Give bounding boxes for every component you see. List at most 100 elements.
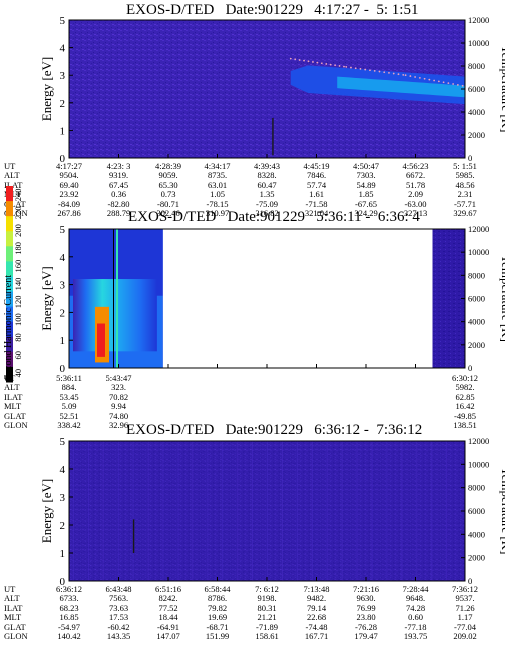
temperature-trace-point (325, 63, 328, 65)
table-cell: 8242. (158, 593, 178, 604)
temperature-trace-point (442, 81, 445, 84)
colorbar-segment (6, 216, 13, 232)
y-tick-label: 3 (60, 280, 66, 292)
table-cell: 70.82 (108, 391, 129, 402)
temperature-trace-point (320, 62, 323, 65)
panel-1-title: EXOS-D/TED Date:901229 4:17:27 - 5: 1:51 (126, 2, 419, 18)
table-cell: 71.26 (455, 602, 475, 613)
colorbar-segment (6, 201, 13, 217)
table-row: MLT 16.85 17.53 18.44 19.69 21.21 22.68 23.80 0.… (4, 612, 474, 623)
colorbar-tick-label: 180 (13, 242, 23, 255)
colorbar-segment (6, 291, 13, 308)
spectrogram-stripe (311, 441, 313, 581)
table-cell: 21.21 (257, 612, 277, 623)
table-cell: 4:34:17 (204, 161, 231, 171)
table-cell: 4:45:19 (303, 161, 330, 171)
table-cell: 16.85 (59, 612, 79, 623)
temperature-trace-point (343, 65, 345, 68)
colorbar-segment (6, 261, 13, 277)
table-cell: 323. (111, 382, 126, 393)
temperature-trace-point (378, 70, 381, 73)
spectrogram-stripe (281, 441, 283, 581)
y2-tick-label: 10000 (468, 247, 489, 257)
temperature-trace-point (316, 61, 319, 64)
table-cell: 9504. (59, 170, 79, 181)
table-cell: 147.07 (156, 630, 180, 641)
table-row: UT 4:17:27 4:23: 3 4:28:39 4:34:17 4:39:43 4:4… (4, 161, 477, 171)
y-tick-label: 1 (60, 548, 66, 560)
table-row: ALT 884. 323. 5982. (4, 382, 475, 393)
y-tick-label: 4 (60, 43, 66, 55)
table-row: ILAT 53.45 70.82 62.85 (4, 391, 475, 402)
table-cell: -84.09 (58, 198, 80, 209)
y-tick-label: 4 (60, 252, 66, 264)
temperature-trace-point (456, 84, 459, 86)
y2-tick-label: 0 (468, 153, 472, 163)
spectrogram-stripe (222, 441, 224, 581)
y2-tick-label: 6000 (468, 506, 485, 516)
y-axis-label: Energy [eV] (39, 266, 54, 330)
colorbar-tick-label: 120 (13, 295, 23, 308)
table-row-label: ALT (4, 593, 20, 604)
table-cell: 57.74 (306, 179, 327, 190)
table-cell: -71.89 (256, 621, 278, 632)
table-row-label: MLT (4, 612, 22, 623)
table-cell: 9.94 (111, 401, 126, 412)
colorbar-tick-label: 60 (13, 351, 23, 360)
table-cell: 69.40 (59, 179, 79, 190)
spectrogram-shade (69, 441, 465, 581)
table-cell: 7:28:44 (402, 584, 429, 594)
table-cell: 6672. (405, 170, 426, 181)
table-cell: -77.18 (404, 621, 427, 632)
table-cell: 179.47 (354, 630, 378, 641)
table-cell: 2.09 (408, 189, 423, 200)
y2-tick-label: 12000 (468, 224, 489, 234)
temperature-trace-point (404, 74, 407, 77)
table-cell: 9648. (405, 593, 426, 604)
table-cell: 143.35 (106, 630, 131, 641)
table-cell: 67.45 (108, 179, 129, 190)
panel-3: 0 1 2 3 4 5 0 2000 4000 6000 8000 10000 12000 Energy … (39, 436, 505, 588)
table-cell: 302.46 (156, 207, 180, 218)
temperature-trace-point (312, 61, 314, 63)
table-cell: 48.56 (455, 179, 475, 190)
y-tick-label: 2 (60, 307, 66, 319)
table-cell: 74.80 (108, 410, 129, 421)
temperature-trace-point (294, 58, 297, 61)
table-cell: 151.99 (205, 630, 230, 641)
table-row-label: ILAT (4, 179, 23, 190)
table-cell: 288.79 (106, 207, 131, 218)
temperature-trace-point (433, 79, 436, 82)
table-cell: 5:36:11 (56, 373, 82, 383)
table-cell: 9630. (356, 593, 376, 604)
table-cell: 324.29 (354, 207, 378, 218)
spectrogram-stripe (446, 441, 448, 581)
table-cell: -75.09 (256, 198, 278, 209)
spectrogram-stripe (386, 441, 388, 581)
table-cell: 140.42 (57, 630, 81, 641)
table-cell: -54.97 (58, 621, 80, 632)
table-cell: 167.71 (304, 630, 329, 641)
temperature-trace-point (298, 59, 301, 61)
table-cell: 329.67 (453, 207, 477, 218)
table-cell: 5: 1:51 (453, 161, 477, 171)
y-tick-label: 1 (60, 125, 66, 137)
y2-tick-label: 4000 (468, 317, 485, 327)
spectrum-streak-dark (113, 229, 114, 368)
table-row-label: GLAT (4, 621, 26, 632)
temperature-trace-point (397, 73, 400, 76)
table-cell: -64.91 (157, 621, 179, 632)
table-cell: 52.51 (59, 410, 79, 421)
y2-tick-label: 6000 (468, 84, 485, 94)
spectrogram-stripe (147, 441, 149, 581)
table-cell: 316.82 (255, 207, 279, 218)
temperature-trace-point (369, 69, 371, 72)
y2-tick-label: 4000 (468, 529, 485, 539)
colorbar: 40 60 80 100 120 140 160 180 200 220 240 (6, 186, 23, 383)
table-cell: 6:51:16 (155, 584, 181, 594)
table-row-label: ILAT (4, 602, 23, 613)
y2-tick-label: 2000 (468, 130, 485, 140)
table-cell: 19.69 (207, 612, 228, 623)
table-row-label: ALT (4, 170, 20, 181)
